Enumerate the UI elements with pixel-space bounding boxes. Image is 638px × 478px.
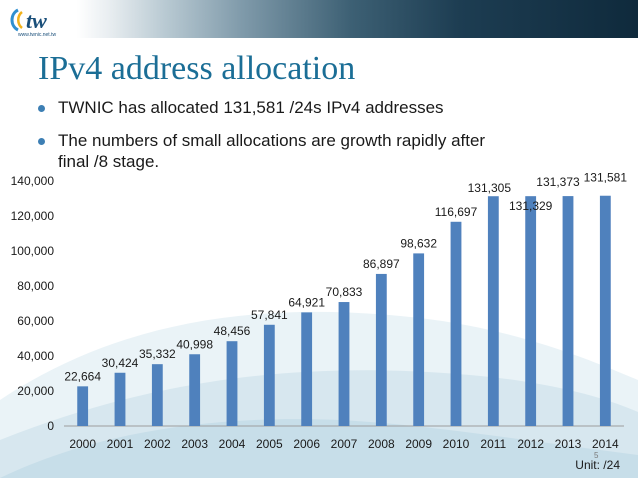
x-tick-label: 2000 [69,437,96,451]
x-tick-label: 2014 [592,437,619,451]
unit-label: Unit: /24 [575,458,620,472]
bullet-dot [38,138,45,145]
page-number: 5 [594,451,599,460]
y-tick-label: 140,000 [11,174,55,188]
slide-title: IPv4 address allocation [38,50,356,87]
y-tick-label: 80,000 [17,279,54,293]
x-tick-label: 2001 [107,437,134,451]
data-label: 57,841 [251,308,288,322]
logo-text: tw [26,8,47,33]
x-tick-label: 2009 [405,437,432,451]
x-tick-label: 2008 [368,437,395,451]
bar-2002 [151,364,163,426]
y-tick-label: 20,000 [17,384,54,398]
x-tick-label: 2011 [480,437,506,451]
bar-2011 [487,196,499,426]
bar-2000 [77,386,89,426]
twnic-logo: tw www.twnic.net.tw [6,4,70,40]
bar-2009 [413,253,425,426]
x-tick-label: 2013 [555,437,582,451]
x-tick-label: 2003 [181,437,208,451]
bar-2012 [525,196,537,426]
bar-2004 [226,341,238,426]
data-label: 131,373 [536,175,580,189]
data-label: 70,833 [326,285,363,299]
bar-2001 [114,372,126,426]
x-tick-label: 2010 [443,437,470,451]
data-label: 64,921 [288,295,325,309]
y-tick-label: 0 [47,419,54,433]
data-label: 86,897 [363,257,400,271]
bullet-2-text: The numbers of small allocations are gro… [58,131,486,150]
bar-2014 [599,195,611,426]
y-tick-label: 40,000 [17,349,54,363]
x-tick-label: 2012 [517,437,544,451]
data-label: 48,456 [214,324,251,338]
logo-url: www.twnic.net.tw [18,32,57,38]
data-label: 131,329 [509,199,553,213]
bar-2013 [562,196,574,426]
bullet-2-text-continued: final /8 stage. [58,152,160,171]
bar-2003 [189,354,201,426]
y-tick-label: 100,000 [11,244,55,258]
data-label: 35,332 [139,347,176,361]
data-label: 30,424 [102,356,139,370]
bar-2006 [301,312,313,426]
data-label: 116,697 [435,205,478,219]
data-label: 98,632 [400,236,437,250]
bar-2010 [450,221,462,426]
bar-2007 [338,302,350,426]
bar-2005 [263,324,275,426]
header-band [0,0,638,38]
bar-2008 [375,273,387,426]
x-tick-label: 2006 [293,437,320,451]
bullet-dot [38,105,45,112]
bullet-1-text: TWNIC has allocated 131,581 /24s IPv4 ad… [58,98,444,117]
x-tick-label: 2004 [219,437,246,451]
y-tick-label: 60,000 [17,314,54,328]
data-label: 40,998 [176,337,213,351]
data-label: 131,581 [584,171,628,185]
x-tick-label: 2007 [331,437,358,451]
data-label: 22,664 [64,369,101,383]
data-label: 131,305 [468,181,512,195]
twnic-logo-icon: tw [10,8,47,33]
y-tick-label: 120,000 [11,209,55,223]
x-tick-label: 2005 [256,437,283,451]
x-tick-label: 2002 [144,437,171,451]
